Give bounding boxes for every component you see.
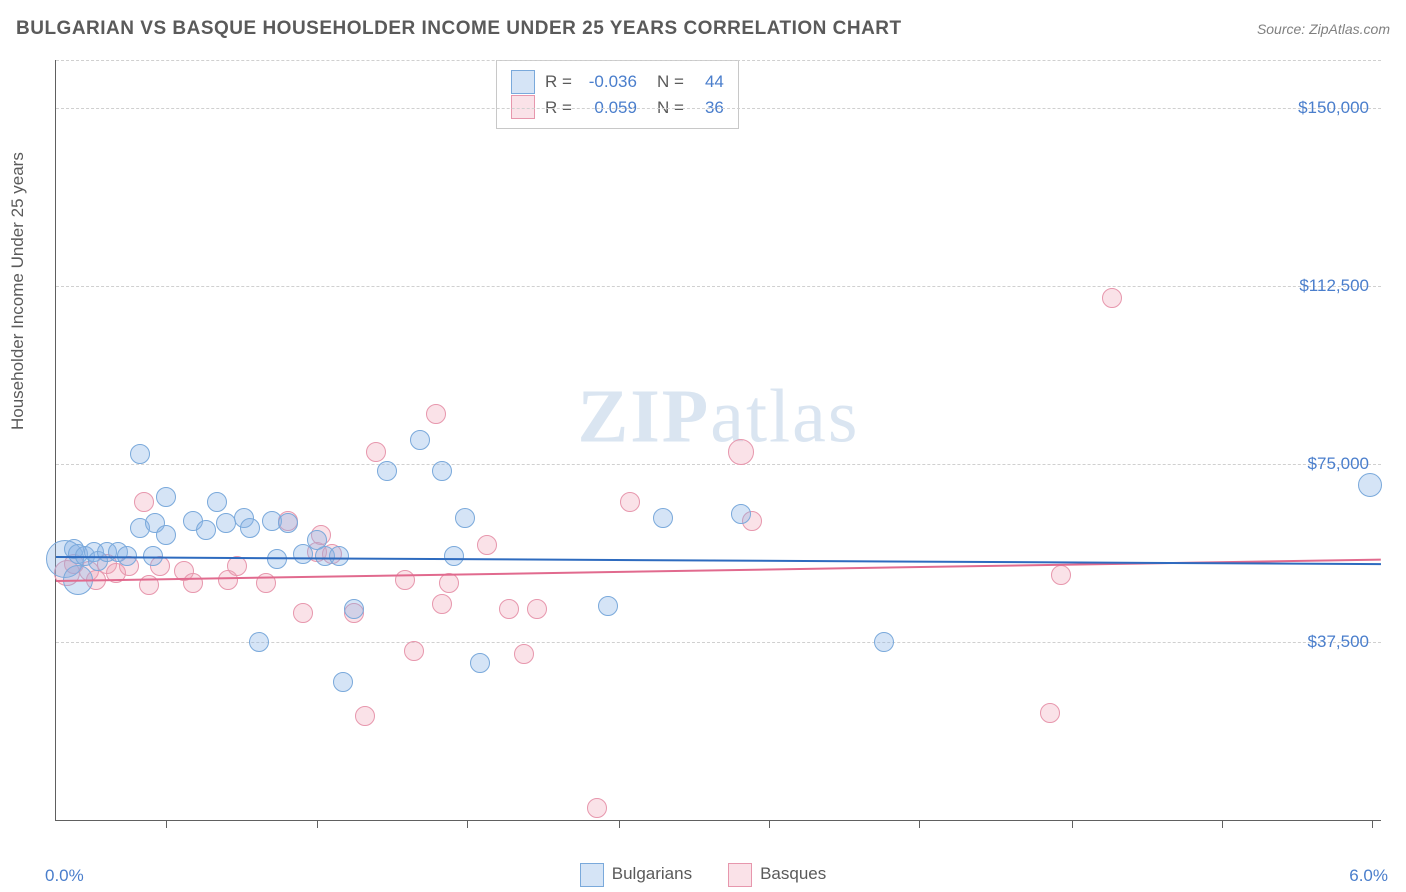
scatter-point-bulgarians <box>432 461 452 481</box>
legend-swatch <box>580 863 604 887</box>
scatter-point-basques <box>355 706 375 726</box>
x-tick <box>769 820 770 828</box>
scatter-point-bulgarians <box>731 504 751 524</box>
legend-label: Bulgarians <box>612 864 692 883</box>
scatter-point-bulgarians <box>196 520 216 540</box>
scatter-point-bulgarians <box>329 546 349 566</box>
scatter-point-bulgarians <box>344 599 364 619</box>
scatter-point-basques <box>432 594 452 614</box>
scatter-point-bulgarians <box>1358 473 1382 497</box>
scatter-point-basques <box>587 798 607 818</box>
scatter-point-basques <box>366 442 386 462</box>
legend-swatch <box>728 863 752 887</box>
scatter-point-basques <box>1102 288 1122 308</box>
x-tick <box>1372 820 1373 828</box>
scatter-point-bulgarians <box>874 632 894 652</box>
legend-item: Bulgarians <box>580 864 692 883</box>
legend-item: Basques <box>728 864 826 883</box>
x-tick <box>1072 820 1073 828</box>
x-tick <box>166 820 167 828</box>
scatter-point-bulgarians <box>444 546 464 566</box>
scatter-point-basques <box>620 492 640 512</box>
y-tick-label: $150,000 <box>1298 98 1369 118</box>
scatter-point-basques <box>183 573 203 593</box>
r-label: R = <box>545 69 572 95</box>
gridline <box>56 60 1381 61</box>
source-attribution: Source: ZipAtlas.com <box>1257 21 1390 37</box>
scatter-point-bulgarians <box>156 525 176 545</box>
series-legend: Bulgarians Basques <box>0 863 1406 887</box>
scatter-point-basques <box>1051 565 1071 585</box>
correlation-legend: R =-0.036N =44R =0.059N =36 <box>496 60 739 129</box>
scatter-point-basques <box>395 570 415 590</box>
scatter-point-basques <box>477 535 497 555</box>
y-tick-label: $37,500 <box>1308 632 1369 652</box>
scatter-point-basques <box>527 599 547 619</box>
x-tick <box>1222 820 1223 828</box>
x-tick <box>467 820 468 828</box>
scatter-point-basques <box>1040 703 1060 723</box>
scatter-point-bulgarians <box>598 596 618 616</box>
watermark: ZIPatlas <box>578 374 860 461</box>
scatter-point-bulgarians <box>333 672 353 692</box>
header: BULGARIAN VS BASQUE HOUSEHOLDER INCOME U… <box>16 18 1390 40</box>
scatter-point-bulgarians <box>653 508 673 528</box>
scatter-point-bulgarians <box>410 430 430 450</box>
scatter-point-basques <box>728 439 754 465</box>
gridline <box>56 464 1381 465</box>
scatter-point-bulgarians <box>278 513 298 533</box>
scatter-point-bulgarians <box>240 518 260 538</box>
scatter-point-basques <box>514 644 534 664</box>
n-label: N = <box>657 69 684 95</box>
scatter-point-basques <box>293 603 313 623</box>
gridline <box>56 286 1381 287</box>
chart-plot-area: ZIPatlas R =-0.036N =44R =0.059N =36 $37… <box>55 60 1381 821</box>
scatter-point-bulgarians <box>130 444 150 464</box>
x-tick <box>919 820 920 828</box>
legend-stat-row: R = -0.036 N = 44 <box>511 69 724 95</box>
chart-title: BULGARIAN VS BASQUE HOUSEHOLDER INCOME U… <box>16 18 902 40</box>
legend-swatch <box>511 70 535 94</box>
scatter-point-basques <box>404 641 424 661</box>
x-tick <box>317 820 318 828</box>
y-tick-label: $75,000 <box>1308 454 1369 474</box>
y-tick-label: $112,500 <box>1299 276 1369 296</box>
scatter-point-bulgarians <box>249 632 269 652</box>
y-axis-label: Householder Income Under 25 years <box>8 152 28 430</box>
scatter-point-basques <box>134 492 154 512</box>
scatter-point-basques <box>499 599 519 619</box>
legend-label: Basques <box>760 864 826 883</box>
scatter-point-bulgarians <box>156 487 176 507</box>
scatter-point-bulgarians <box>470 653 490 673</box>
scatter-point-bulgarians <box>455 508 475 528</box>
gridline <box>56 108 1381 109</box>
r-value: -0.036 <box>582 69 637 95</box>
scatter-point-basques <box>426 404 446 424</box>
scatter-point-bulgarians <box>207 492 227 512</box>
n-value: 44 <box>694 69 724 95</box>
x-tick <box>619 820 620 828</box>
scatter-point-bulgarians <box>377 461 397 481</box>
